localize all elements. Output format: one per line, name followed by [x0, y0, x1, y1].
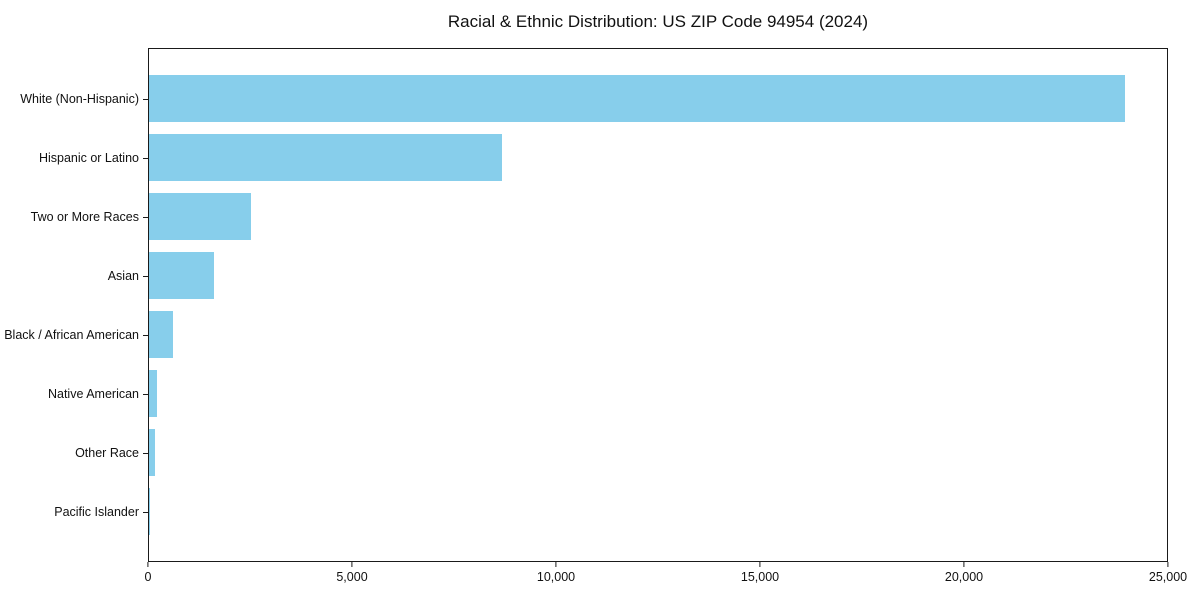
y-tick-label: Two or More Races: [30, 209, 139, 224]
x-axis: 0 5,000 10,000 15,000 20,000 25,000: [144, 562, 1187, 596]
x-tick-label: 25,000: [1148, 570, 1188, 584]
bar: [149, 369, 157, 418]
y-tick-mark: [143, 393, 148, 395]
x-tick-mark: [147, 562, 149, 567]
bars-container: White (Non-Hispanic) Hispanic or Latino Tw…: [4, 49, 1167, 561]
y-tick-mark: [143, 157, 148, 159]
bar: [149, 192, 251, 241]
y-tick-label: Black / African American: [4, 327, 139, 342]
y-tick-mark: [143, 511, 148, 513]
y-tick-label: Native American: [47, 386, 139, 401]
bar-row: Two or More Races: [31, 187, 1167, 246]
bar-row: Black / African American: [4, 305, 1167, 364]
bar: [149, 74, 1125, 123]
x-tick-mark: [963, 562, 965, 567]
bar-row: Other Race: [75, 423, 1167, 482]
bar-row: Native American: [48, 364, 1167, 423]
y-tick-mark: [143, 216, 148, 218]
x-tick-mark: [555, 562, 557, 567]
y-tick-label: Pacific Islander: [54, 504, 139, 519]
x-tick-label: 10,000: [536, 570, 576, 584]
y-tick-mark: [143, 452, 148, 454]
y-tick-label: Other Race: [75, 445, 139, 460]
y-tick-mark: [143, 275, 148, 277]
x-tick-mark: [1167, 562, 1169, 567]
plot-area: White (Non-Hispanic) Hispanic or Latino Tw…: [4, 48, 1168, 562]
y-tick-mark: [143, 334, 148, 336]
bar-row: Asian: [108, 246, 1167, 305]
x-tick-mark: [759, 562, 761, 567]
bar-row: Hispanic or Latino: [39, 128, 1167, 187]
x-tick-label: 5,000: [336, 570, 368, 584]
y-tick-mark: [143, 98, 148, 100]
chart-title: Racial & Ethnic Distribution: US ZIP Cod…: [447, 12, 869, 31]
x-tick-label: 0: [144, 570, 152, 584]
bar-row: Pacific Islander: [54, 482, 1167, 541]
bar: [149, 251, 214, 300]
bar: [149, 428, 155, 477]
x-tick-label: 20,000: [944, 570, 984, 584]
x-tick-label: 15,000: [740, 570, 780, 584]
bar: [149, 310, 174, 359]
y-tick-label: Hispanic or Latino: [38, 150, 139, 165]
bar: [149, 133, 503, 182]
bar-row: White (Non-Hispanic): [20, 69, 1167, 128]
x-tick-mark: [351, 562, 353, 567]
y-tick-label: White (Non-Hispanic): [20, 91, 139, 106]
y-tick-label: Asian: [107, 268, 139, 283]
bar: [149, 487, 151, 536]
